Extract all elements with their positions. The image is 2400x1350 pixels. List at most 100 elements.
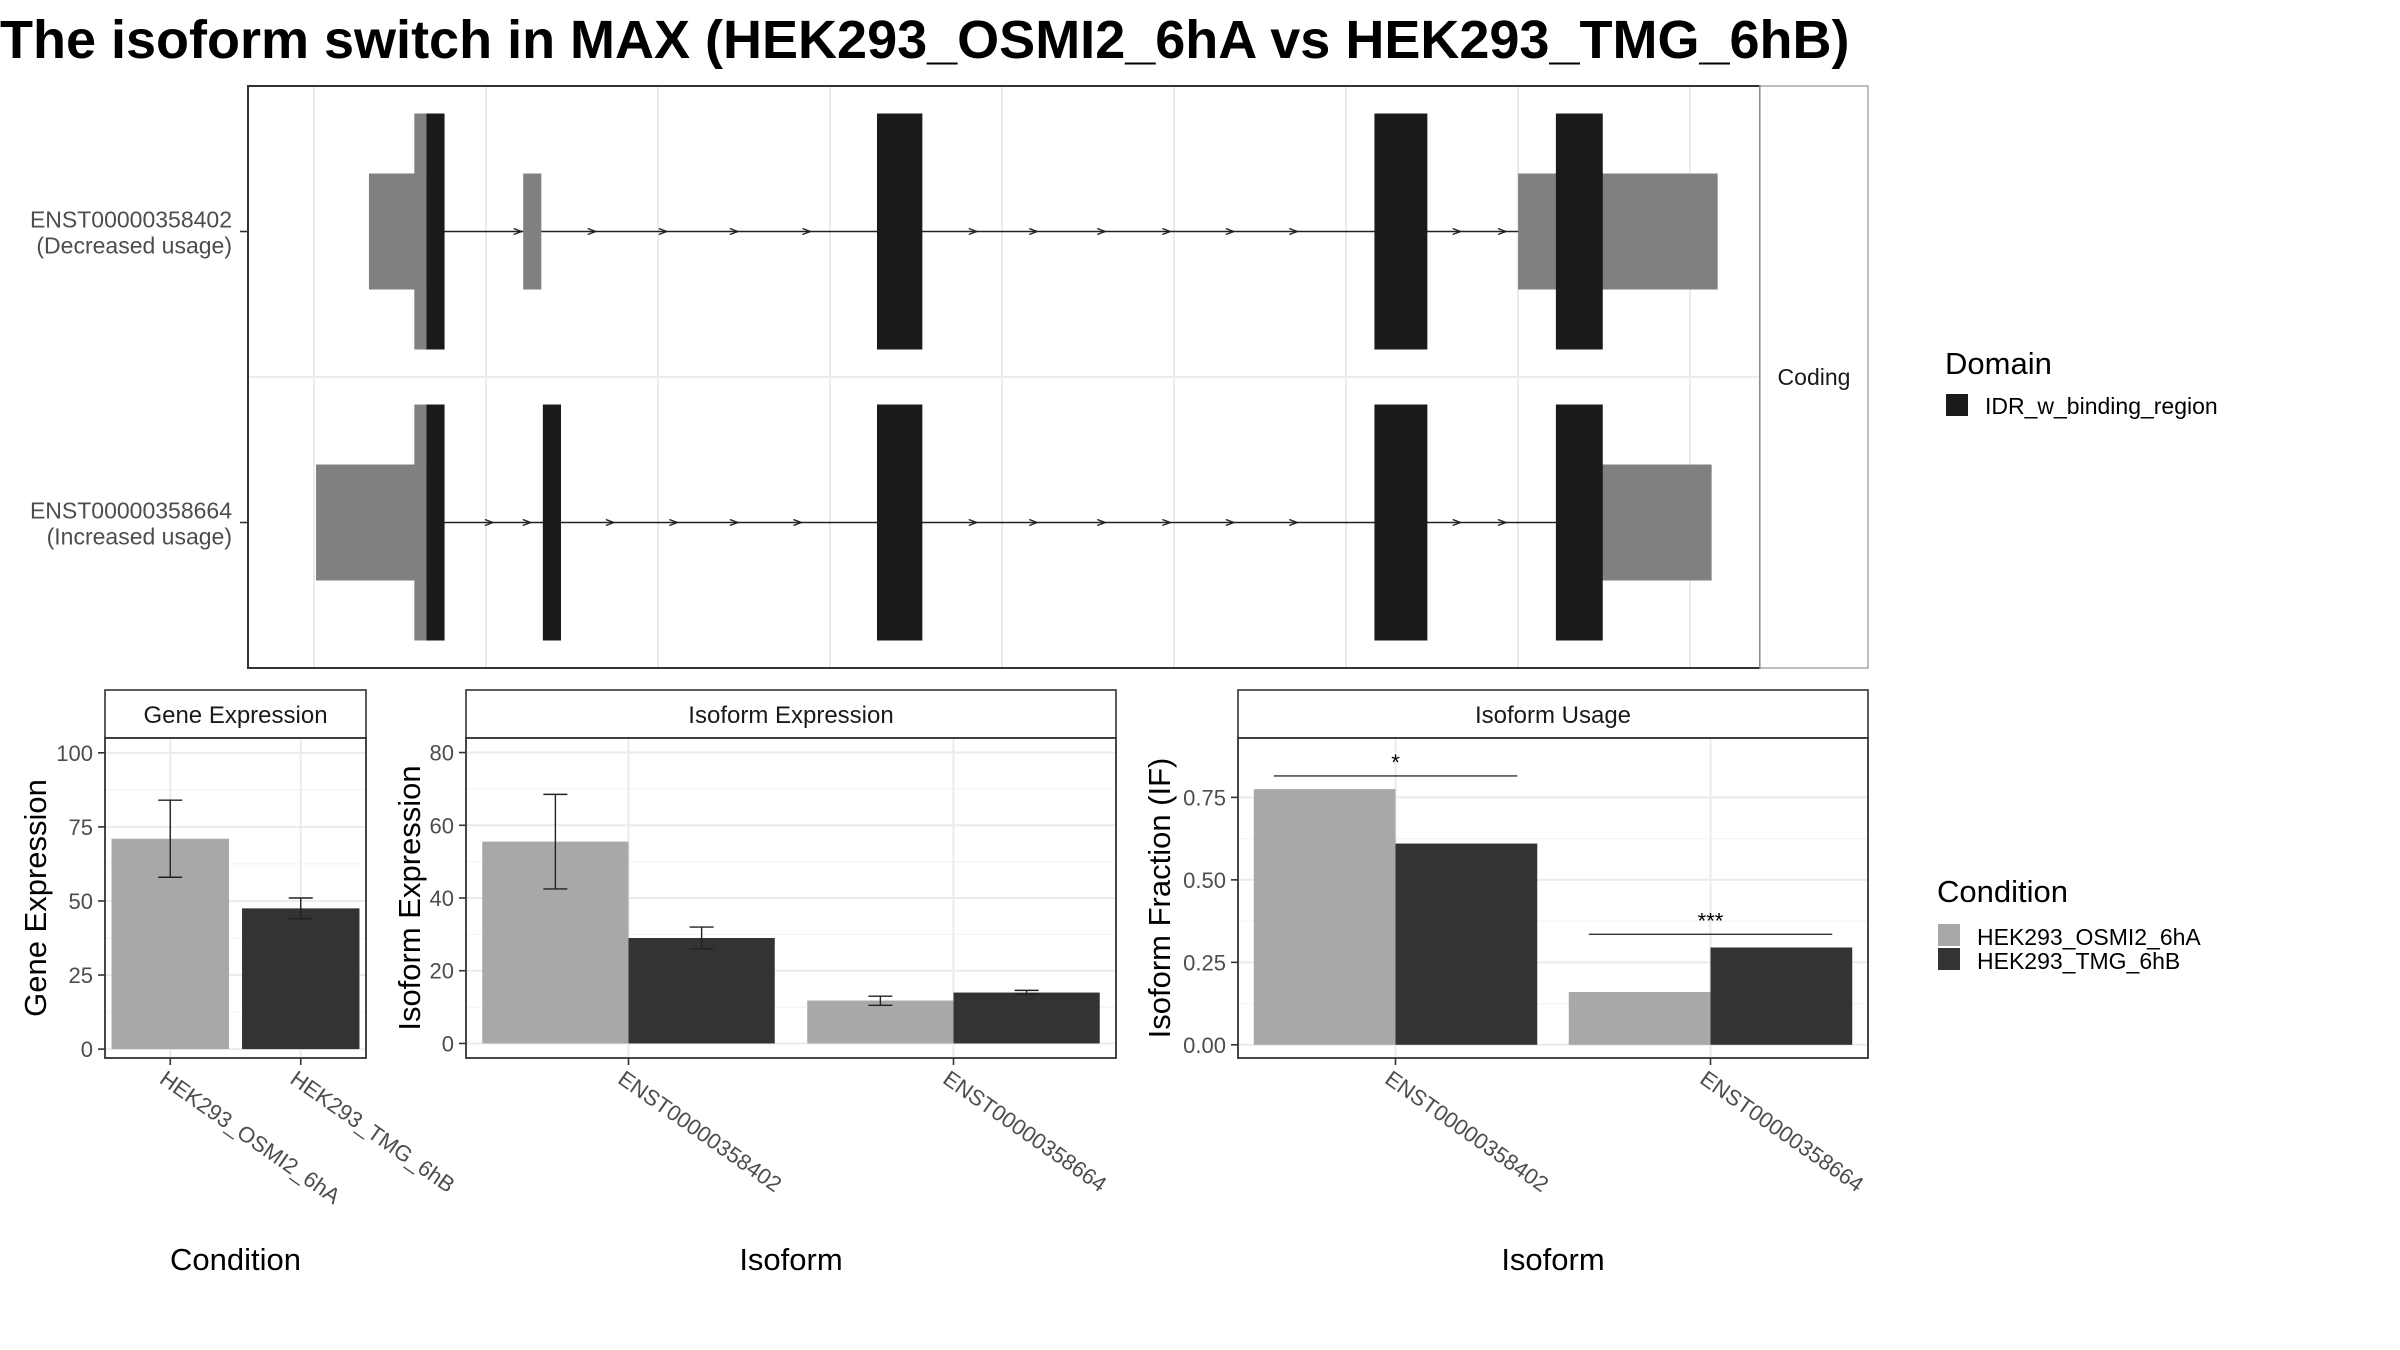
significance-label: * — [1391, 750, 1400, 775]
legend-key — [1938, 924, 1960, 946]
isoform-label-id: ENST00000358664 — [30, 498, 232, 524]
legend-item-label: HEK293_TMG_6hB — [1977, 948, 2180, 974]
coding-exon-domain — [1555, 404, 1603, 641]
facet-strip — [1237, 689, 1869, 739]
intron-direction-arrow — [1097, 518, 1108, 527]
intron-direction-arrow — [669, 518, 680, 527]
coding-exon-domain — [426, 404, 445, 641]
bar — [1710, 947, 1853, 1045]
x-tick-label: ENST00000358402 — [614, 1066, 787, 1197]
intron-direction-arrow — [513, 227, 524, 236]
isoform-label-usage: (Decreased usage) — [36, 233, 232, 259]
intron-direction-arrow — [1097, 227, 1108, 236]
facet-strip — [1759, 85, 1869, 669]
x-tick-label: ENST00000358664 — [939, 1066, 1112, 1197]
legend-item-label: HEK293_OSMI2_6hA — [1977, 924, 2201, 950]
isoform-expression-chart: Isoform Expression 0 20 40 60 80 ENST000003584… — [392, 689, 1117, 1277]
figure-title: The isoform switch in MAX (HEK293_OSMI2_… — [0, 10, 1849, 70]
x-axis-title: Isoform — [1501, 1242, 1604, 1277]
utr-segment — [523, 173, 542, 290]
legend-title: Condition — [1937, 874, 2068, 909]
domain-legend: Domain IDR_w_binding_region — [1945, 346, 2218, 419]
intron-direction-arrow — [729, 227, 740, 236]
legend-key — [1938, 948, 1960, 970]
utr-flank — [414, 113, 427, 350]
facet-strip-label: Coding — [1778, 364, 1851, 390]
y-tick-label: 25 — [69, 963, 93, 988]
intron-direction-arrow — [1028, 518, 1040, 527]
utr-segment — [316, 464, 427, 581]
y-tick-label: 0 — [81, 1037, 93, 1062]
coding-exon-domain — [1555, 113, 1603, 350]
bar — [1568, 992, 1711, 1045]
y-tick-label: 0.25 — [1183, 950, 1226, 975]
bar — [242, 908, 360, 1050]
y-tick-label: 100 — [56, 741, 93, 766]
bar — [807, 1000, 954, 1044]
x-axis-title: Isoform — [739, 1242, 842, 1277]
intron-direction-arrow — [1452, 518, 1463, 527]
intron-direction-arrow — [1225, 518, 1236, 527]
gene-expression-chart: Gene Expression0255075100HEK293_OSMI2_6h… — [18, 689, 459, 1277]
isoform-label-usage: (Increased usage) — [47, 524, 232, 550]
intron-direction-arrow — [968, 518, 979, 527]
x-tick-label: ENST00000358402 — [1381, 1066, 1554, 1197]
x-tick-label: ENST00000358664 — [1696, 1066, 1869, 1197]
coding-exon-domain — [1374, 404, 1428, 641]
intron-direction-arrow — [1028, 227, 1040, 236]
intron-direction-arrow — [968, 227, 979, 236]
intron-direction-arrow — [1162, 227, 1173, 236]
y-axis-title: Isoform Fraction (IF) — [1142, 758, 1177, 1039]
bar — [628, 938, 775, 1044]
bar — [1253, 789, 1396, 1045]
y-tick-label: 0.50 — [1183, 868, 1226, 893]
bar — [953, 992, 1100, 1044]
intron-direction-arrow — [729, 518, 740, 527]
significance-label: *** — [1698, 908, 1724, 933]
facet-strip — [104, 689, 367, 739]
intron-direction-arrow — [1497, 518, 1508, 527]
intron-direction-arrow — [1162, 518, 1173, 527]
coding-exon-domain — [1374, 113, 1428, 350]
x-axis-title: Condition — [170, 1242, 301, 1277]
intron-direction-arrow — [1225, 227, 1236, 236]
coding-exon-domain — [542, 404, 561, 641]
intron-direction-arrow — [522, 518, 533, 527]
y-tick-label: 20 — [430, 959, 454, 984]
y-axis-title: Isoform Expression — [392, 765, 427, 1030]
intron-direction-arrow — [1452, 227, 1463, 236]
y-tick-label: 40 — [430, 886, 454, 911]
intron-direction-arrow — [484, 518, 495, 527]
utr-segment — [1518, 173, 1564, 290]
chart-title: Gene Expression — [143, 702, 327, 729]
bar — [1395, 843, 1538, 1045]
intron-direction-arrow — [1289, 227, 1300, 236]
y-tick-label: 75 — [69, 815, 93, 840]
intron-direction-arrow — [658, 227, 669, 236]
intron-direction-arrow — [1289, 518, 1300, 527]
plot-border — [104, 737, 367, 1059]
intron-direction-arrow — [1497, 227, 1508, 236]
y-tick-label: 50 — [69, 889, 93, 914]
facet-strip — [465, 689, 1117, 739]
utr-segment — [1601, 464, 1712, 581]
legend-title: Domain — [1945, 346, 2052, 381]
chart-title: Isoform Expression — [688, 702, 893, 729]
y-tick-label: 0.00 — [1183, 1033, 1226, 1058]
legend-key — [1946, 394, 1968, 416]
transcript-structure-panel: ENST00000358402(Decreased usage) ENST0000… — [30, 85, 1869, 669]
plot-border — [465, 737, 1117, 1059]
intron-direction-arrow — [802, 227, 813, 236]
intron-direction-arrow — [793, 518, 804, 527]
coding-exon-domain — [426, 113, 445, 350]
coding-exon-domain — [876, 113, 923, 350]
y-tick-label: 80 — [430, 741, 454, 766]
y-axis-title: Gene Expression — [18, 779, 53, 1017]
plot-border — [1237, 737, 1869, 1059]
coding-exon-domain — [876, 404, 923, 641]
y-tick-label: 0.75 — [1183, 785, 1226, 810]
utr-flank — [414, 404, 427, 641]
y-tick-label: 0 — [442, 1031, 454, 1056]
